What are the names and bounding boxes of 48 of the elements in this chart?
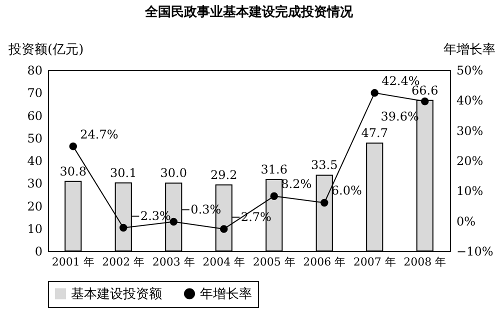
- y-tick-label: 70: [27, 86, 42, 100]
- data-label: 47.7: [361, 126, 388, 140]
- y-tick-label: 0: [34, 244, 42, 258]
- y2-tick-label: 50%: [456, 64, 484, 78]
- data-label: 31.6: [260, 162, 288, 177]
- point: [320, 198, 328, 207]
- point: [370, 89, 378, 97]
- y2-tick-label: 30%: [456, 124, 484, 138]
- y-tick-label: 30: [27, 176, 42, 191]
- data-label: 24.7%: [80, 127, 118, 142]
- bar: [366, 142, 384, 252]
- y-tick-label: 60: [27, 108, 42, 123]
- legend-label: 基本建设投资额: [71, 286, 162, 302]
- data-label: 33.5: [311, 158, 338, 172]
- y2-axis-title: 年增长率: [444, 42, 496, 58]
- y2-tick-label: 10%: [456, 184, 484, 198]
- point: [170, 218, 178, 226]
- point: [69, 142, 77, 150]
- x-tick-label: 2008 年: [404, 256, 446, 268]
- chart-title: 全国民政事业基本建设完成投资情况: [144, 4, 354, 20]
- y2-tick-label: 40%: [456, 94, 484, 108]
- y-tick-label: 80: [27, 64, 42, 78]
- point: [120, 224, 128, 232]
- y2-tick-label: 20%: [456, 154, 484, 168]
- x-tick-label: 2006 年: [303, 256, 346, 268]
- data-label: 30.0: [160, 166, 187, 180]
- point: [421, 98, 429, 106]
- data-label: 30.1: [110, 166, 137, 180]
- x-tick-label: 2001 年: [52, 256, 94, 268]
- y-axis-title: 投资额(亿元): [8, 42, 84, 58]
- bar: [64, 180, 82, 252]
- x-tick-label: 2002 年: [102, 256, 145, 268]
- point: [220, 225, 228, 233]
- y2-tick-label: 0%: [456, 214, 476, 228]
- y-tick-label: 10: [27, 222, 42, 236]
- legend-label: 年增长率: [200, 286, 252, 302]
- y-tick-label: 40: [27, 154, 42, 168]
- data-label: 8.2%: [281, 177, 312, 192]
- y-tick-label: 50: [27, 131, 42, 146]
- data-label: 30.8: [60, 164, 86, 178]
- x-tick-label: 2005 年: [252, 256, 296, 268]
- x-tick-label: 2003 年: [152, 256, 195, 268]
- x-tick-label: 2007 年: [353, 256, 396, 268]
- y2-tick-label: −10%: [456, 244, 494, 258]
- point: [270, 192, 278, 200]
- x-tick-label: 2004 年: [202, 256, 246, 268]
- y-tick-label: 20: [27, 199, 42, 214]
- data-label: 29.2: [210, 168, 238, 182]
